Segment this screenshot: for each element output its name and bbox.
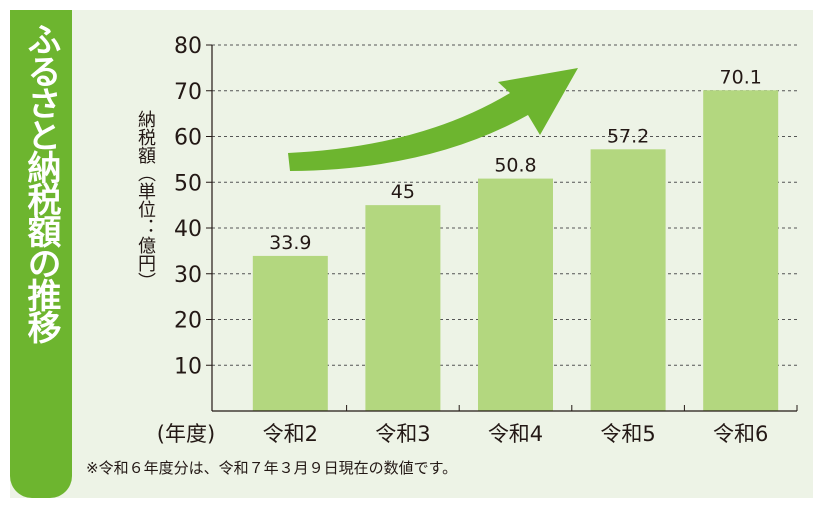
x-tick-label: 令和4 — [488, 422, 543, 446]
y-tick-label: 30 — [174, 263, 202, 288]
bar — [703, 90, 779, 411]
growth-arrow-icon — [288, 68, 578, 171]
bars — [252, 90, 779, 411]
data-label: 70.1 — [720, 66, 762, 88]
x-tick-label: 令和6 — [713, 422, 768, 446]
y-tick-label: 70 — [174, 80, 202, 105]
bar — [252, 255, 328, 411]
y-tick-label: 50 — [174, 171, 202, 196]
title-tab — [10, 10, 72, 498]
data-label: 57.2 — [607, 125, 649, 147]
footnote: ※令和６年度分は、令和７年３月９日現在の数値です。 — [86, 459, 458, 477]
y-tick-label: 20 — [174, 309, 202, 334]
y-tick-label: 10 — [174, 354, 202, 379]
x-tick-label: 令和5 — [600, 422, 655, 446]
bar — [478, 178, 553, 411]
x-tick-label: 令和2 — [263, 422, 318, 446]
data-label: 45 — [391, 181, 415, 203]
data-label: 50.8 — [494, 155, 536, 177]
y-tick-label: 80 — [174, 34, 202, 59]
y-tick-label: 60 — [174, 126, 202, 151]
growth-arrow-icon-shape — [288, 68, 578, 171]
bar — [590, 149, 666, 411]
y-axis-label: 納税額（単位：億円） — [135, 110, 156, 290]
data-label: 33.9 — [269, 232, 311, 254]
axes — [206, 44, 798, 412]
chart-title: ふるさと納税額の推移 — [21, 22, 61, 342]
x-tick-label: 令和3 — [375, 422, 430, 446]
bar — [365, 205, 441, 411]
x-axis-label: (年度) — [157, 422, 215, 446]
y-tick-label: 40 — [174, 217, 202, 242]
chart-labels: 10 20 30 40 50 60 70 80 33.9 令和2 45 令和3 50.8 令和4 57.2 令… — [157, 34, 769, 446]
